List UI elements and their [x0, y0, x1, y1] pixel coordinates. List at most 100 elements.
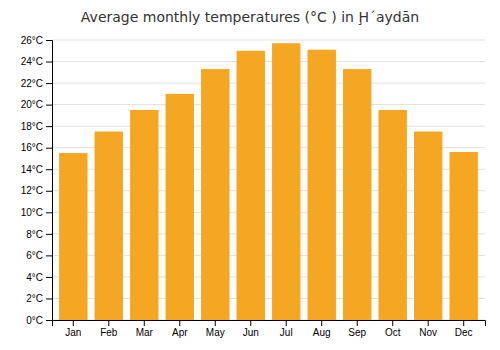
- tick-mark: [46, 320, 52, 321]
- tick: 26°C: [21, 35, 52, 46]
- tick: Nov: [419, 320, 437, 338]
- tick: Aug: [313, 320, 331, 338]
- tick-label: 0°C: [26, 315, 43, 326]
- tick: Mar: [136, 320, 154, 338]
- tick-mark: [73, 320, 74, 326]
- tick-mark: [357, 320, 358, 326]
- plot: 0°C 2°C 4°C 6°C 8°C 10°C 12°C 14°C 16°C 18°C 20°C 2…: [21, 35, 486, 338]
- tick-mark: [46, 83, 52, 84]
- tick: 22°C: [21, 78, 52, 89]
- tick: 4°C: [26, 272, 52, 283]
- tick-label: Jun: [243, 327, 259, 338]
- tick-mark: [250, 320, 251, 326]
- tick-mark: [46, 234, 52, 235]
- tick-label: Oct: [385, 327, 401, 338]
- tick: May: [206, 320, 225, 338]
- title: Average monthly temperatures (°C ) in Ḩˊ…: [81, 9, 419, 25]
- tick-label: 10°C: [21, 207, 43, 218]
- tick-label: 22°C: [21, 78, 43, 89]
- tick-label: 14°C: [21, 164, 43, 175]
- axis-line: [46, 41, 53, 321]
- tick: 24°C: [21, 56, 52, 67]
- tick: Jan: [65, 320, 81, 338]
- tick: 18°C: [21, 121, 52, 132]
- tick-mark: [46, 298, 52, 299]
- x-axis: Jan Feb Mar Apr May Jun Jul Aug Sep Oct Nov Dec: [53, 320, 486, 338]
- grid-line: [52, 104, 485, 105]
- tick-label: 26°C: [21, 35, 43, 46]
- tick-label: 18°C: [21, 121, 43, 132]
- chart: Average monthly temperatures (°C ) in Ḩˊ…: [0, 0, 500, 350]
- tick: Oct: [385, 320, 401, 338]
- tick-mark: [46, 62, 52, 63]
- tick-label: Apr: [172, 327, 188, 338]
- grid-line: [52, 83, 485, 84]
- tick-label: Jul: [280, 327, 293, 338]
- tick-label: 6°C: [26, 250, 43, 261]
- tick-label: Sep: [348, 327, 366, 338]
- tick: 20°C: [21, 99, 52, 110]
- bar: [201, 69, 229, 320]
- bars: [59, 43, 478, 320]
- tick: 12°C: [21, 185, 52, 196]
- grid: [52, 40, 485, 320]
- bar: [130, 110, 158, 320]
- tick-mark: [286, 320, 287, 326]
- tick-mark: [179, 320, 180, 326]
- tick-mark: [215, 320, 216, 326]
- tick-mark: [46, 126, 52, 127]
- tick: 16°C: [21, 142, 52, 153]
- tick-label: 16°C: [21, 142, 43, 153]
- tick-mark: [46, 148, 52, 149]
- tick: 14°C: [21, 164, 52, 175]
- tick-mark: [428, 320, 429, 326]
- bar: [237, 51, 265, 320]
- bar: [379, 110, 407, 320]
- tick-label: Aug: [313, 327, 331, 338]
- bar: [308, 50, 336, 320]
- tick: Jun: [243, 320, 259, 338]
- tick-label: Dec: [455, 327, 473, 338]
- tick-mark: [46, 212, 52, 213]
- bar: [450, 152, 478, 320]
- tick-label: 8°C: [26, 229, 43, 240]
- tick: 2°C: [26, 293, 52, 304]
- tick: 8°C: [26, 229, 52, 240]
- bar: [343, 69, 371, 320]
- tick-mark: [46, 40, 52, 41]
- tick-mark: [46, 277, 52, 278]
- bar: [166, 94, 194, 320]
- bar: [272, 43, 300, 320]
- tick-mark: [392, 320, 393, 326]
- tick-mark: [144, 320, 145, 326]
- y-axis: 0°C 2°C 4°C 6°C 8°C 10°C 12°C 14°C 16°C 18°C 20°C 2…: [21, 35, 53, 326]
- bar: [414, 132, 442, 320]
- tick-mark: [321, 320, 322, 326]
- tick: Apr: [172, 320, 188, 338]
- tick: 0°C: [26, 315, 52, 326]
- tick: Jul: [280, 320, 293, 338]
- tick: Dec: [455, 320, 473, 338]
- tick-label: 24°C: [21, 56, 43, 67]
- tick: 6°C: [26, 250, 52, 261]
- grid-line: [52, 61, 485, 62]
- tick-mark: [463, 320, 464, 326]
- tick-label: Mar: [136, 327, 154, 338]
- tick-mark: [46, 191, 52, 192]
- tick-mark: [108, 320, 109, 326]
- tick-label: Nov: [419, 327, 437, 338]
- tick-mark: [46, 169, 52, 170]
- grid-line: [52, 40, 485, 41]
- tick-label: May: [206, 327, 225, 338]
- tick: 10°C: [21, 207, 52, 218]
- tick: Sep: [348, 320, 366, 338]
- tick-mark: [46, 105, 52, 106]
- tick-label: 2°C: [26, 293, 43, 304]
- axis-line: [53, 321, 486, 327]
- tick-label: Jan: [65, 327, 81, 338]
- tick-mark: [46, 255, 52, 256]
- tick-label: 12°C: [21, 185, 43, 196]
- tick-label: Feb: [100, 327, 118, 338]
- bar: [59, 153, 87, 320]
- bar: [95, 132, 123, 320]
